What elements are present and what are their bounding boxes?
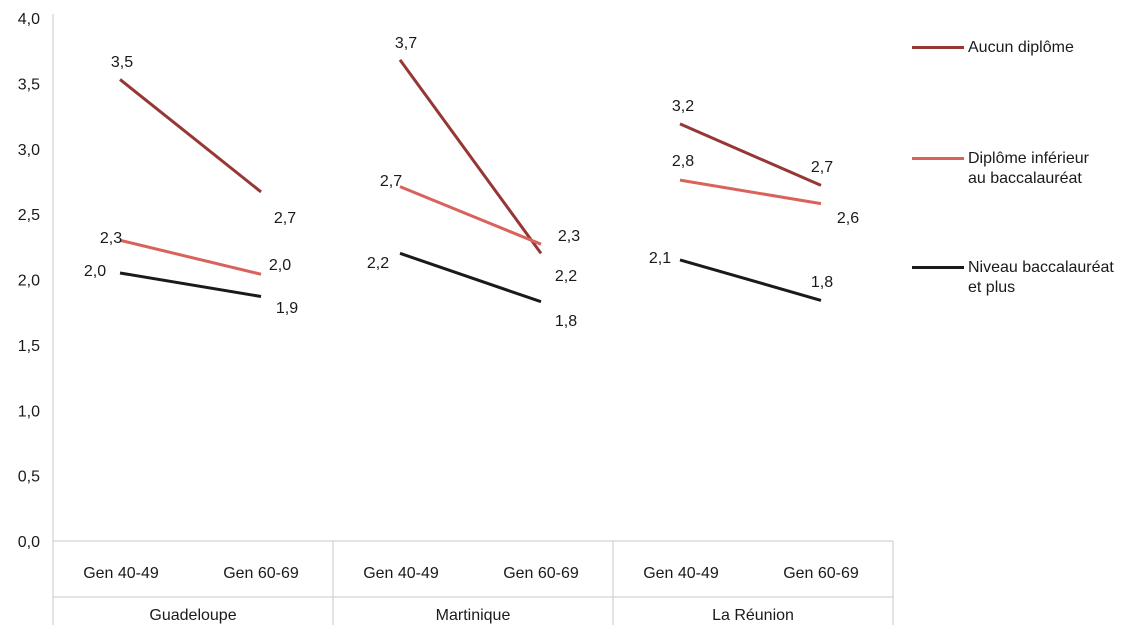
- series-line: [119, 238, 262, 276]
- data-label: 1,9: [276, 300, 298, 317]
- data-label: 2,8: [672, 153, 694, 170]
- x-tick-label: Gen 40-49: [643, 565, 719, 582]
- data-label: 2,1: [649, 250, 671, 267]
- x-tick-label: Gen 60-69: [503, 565, 579, 582]
- x-tick-label: Gen 40-49: [83, 565, 159, 582]
- x-tick-label: Gen 60-69: [783, 565, 859, 582]
- data-label: 2,0: [269, 257, 291, 274]
- x-group-label: La Réunion: [712, 607, 794, 624]
- legend-item-niveau-bac: Niveau baccalauréat et plus: [912, 258, 1114, 298]
- legend-label: Diplôme inférieur au baccalauréat: [968, 150, 1089, 187]
- y-tick-label: 1,5: [18, 338, 40, 355]
- y-tick-label: 3,5: [18, 76, 40, 93]
- x-group-label: Martinique: [436, 607, 511, 624]
- x-tick-label: Gen 60-69: [223, 565, 299, 582]
- series-line: [119, 271, 262, 298]
- data-label: 2,7: [811, 159, 833, 176]
- data-label: 2,0: [84, 263, 106, 280]
- y-tick-label: 1,0: [18, 403, 40, 420]
- legend-item-aucun-diplome: Aucun diplôme: [912, 38, 1074, 58]
- legend-item-diplome-inferieur: Diplôme inférieur au baccalauréat: [912, 149, 1089, 189]
- x-group-label: Guadeloupe: [149, 607, 236, 624]
- y-tick-label: 2,0: [18, 273, 40, 290]
- series-line: [679, 258, 822, 302]
- data-label: 2,7: [380, 173, 402, 190]
- legend-swatch: [912, 157, 964, 160]
- data-label: 2,2: [367, 255, 389, 272]
- data-label: 2,3: [558, 228, 580, 245]
- legend: Aucun diplôme Diplôme inférieur au bacca…: [912, 0, 1136, 625]
- y-tick-label: 0,5: [18, 469, 40, 486]
- data-label: 2,3: [100, 230, 122, 247]
- line-chart: 0,0 0,5 1,0 1,5 2,0 2,5 3,0 3,5 4,0 Gen 40-49 Gen …: [18, 11, 894, 625]
- data-label: 1,8: [555, 313, 577, 330]
- y-tick-label: 3,0: [18, 142, 40, 159]
- data-label: 3,2: [672, 98, 694, 115]
- data-label: 2,2: [555, 268, 577, 285]
- series-line: [119, 78, 262, 194]
- series-line: [679, 178, 822, 206]
- y-tick-label: 4,0: [18, 11, 40, 28]
- data-label: 1,8: [811, 274, 833, 291]
- legend-swatch: [912, 46, 964, 49]
- x-tick-label: Gen 40-49: [363, 565, 439, 582]
- series-line: [399, 251, 542, 304]
- legend-label: Aucun diplôme: [968, 39, 1074, 56]
- legend-swatch: [912, 266, 964, 269]
- legend-label: Niveau baccalauréat et plus: [968, 259, 1114, 296]
- y-tick-label: 2,5: [18, 207, 40, 224]
- data-label: 3,5: [111, 54, 133, 71]
- data-label: 3,7: [395, 35, 417, 52]
- series-line: [398, 58, 543, 255]
- series-line: [399, 185, 542, 246]
- y-tick-label: 0,0: [18, 534, 40, 551]
- data-label: 2,6: [837, 210, 859, 227]
- series-line: [679, 122, 822, 187]
- data-label: 2,7: [274, 210, 296, 227]
